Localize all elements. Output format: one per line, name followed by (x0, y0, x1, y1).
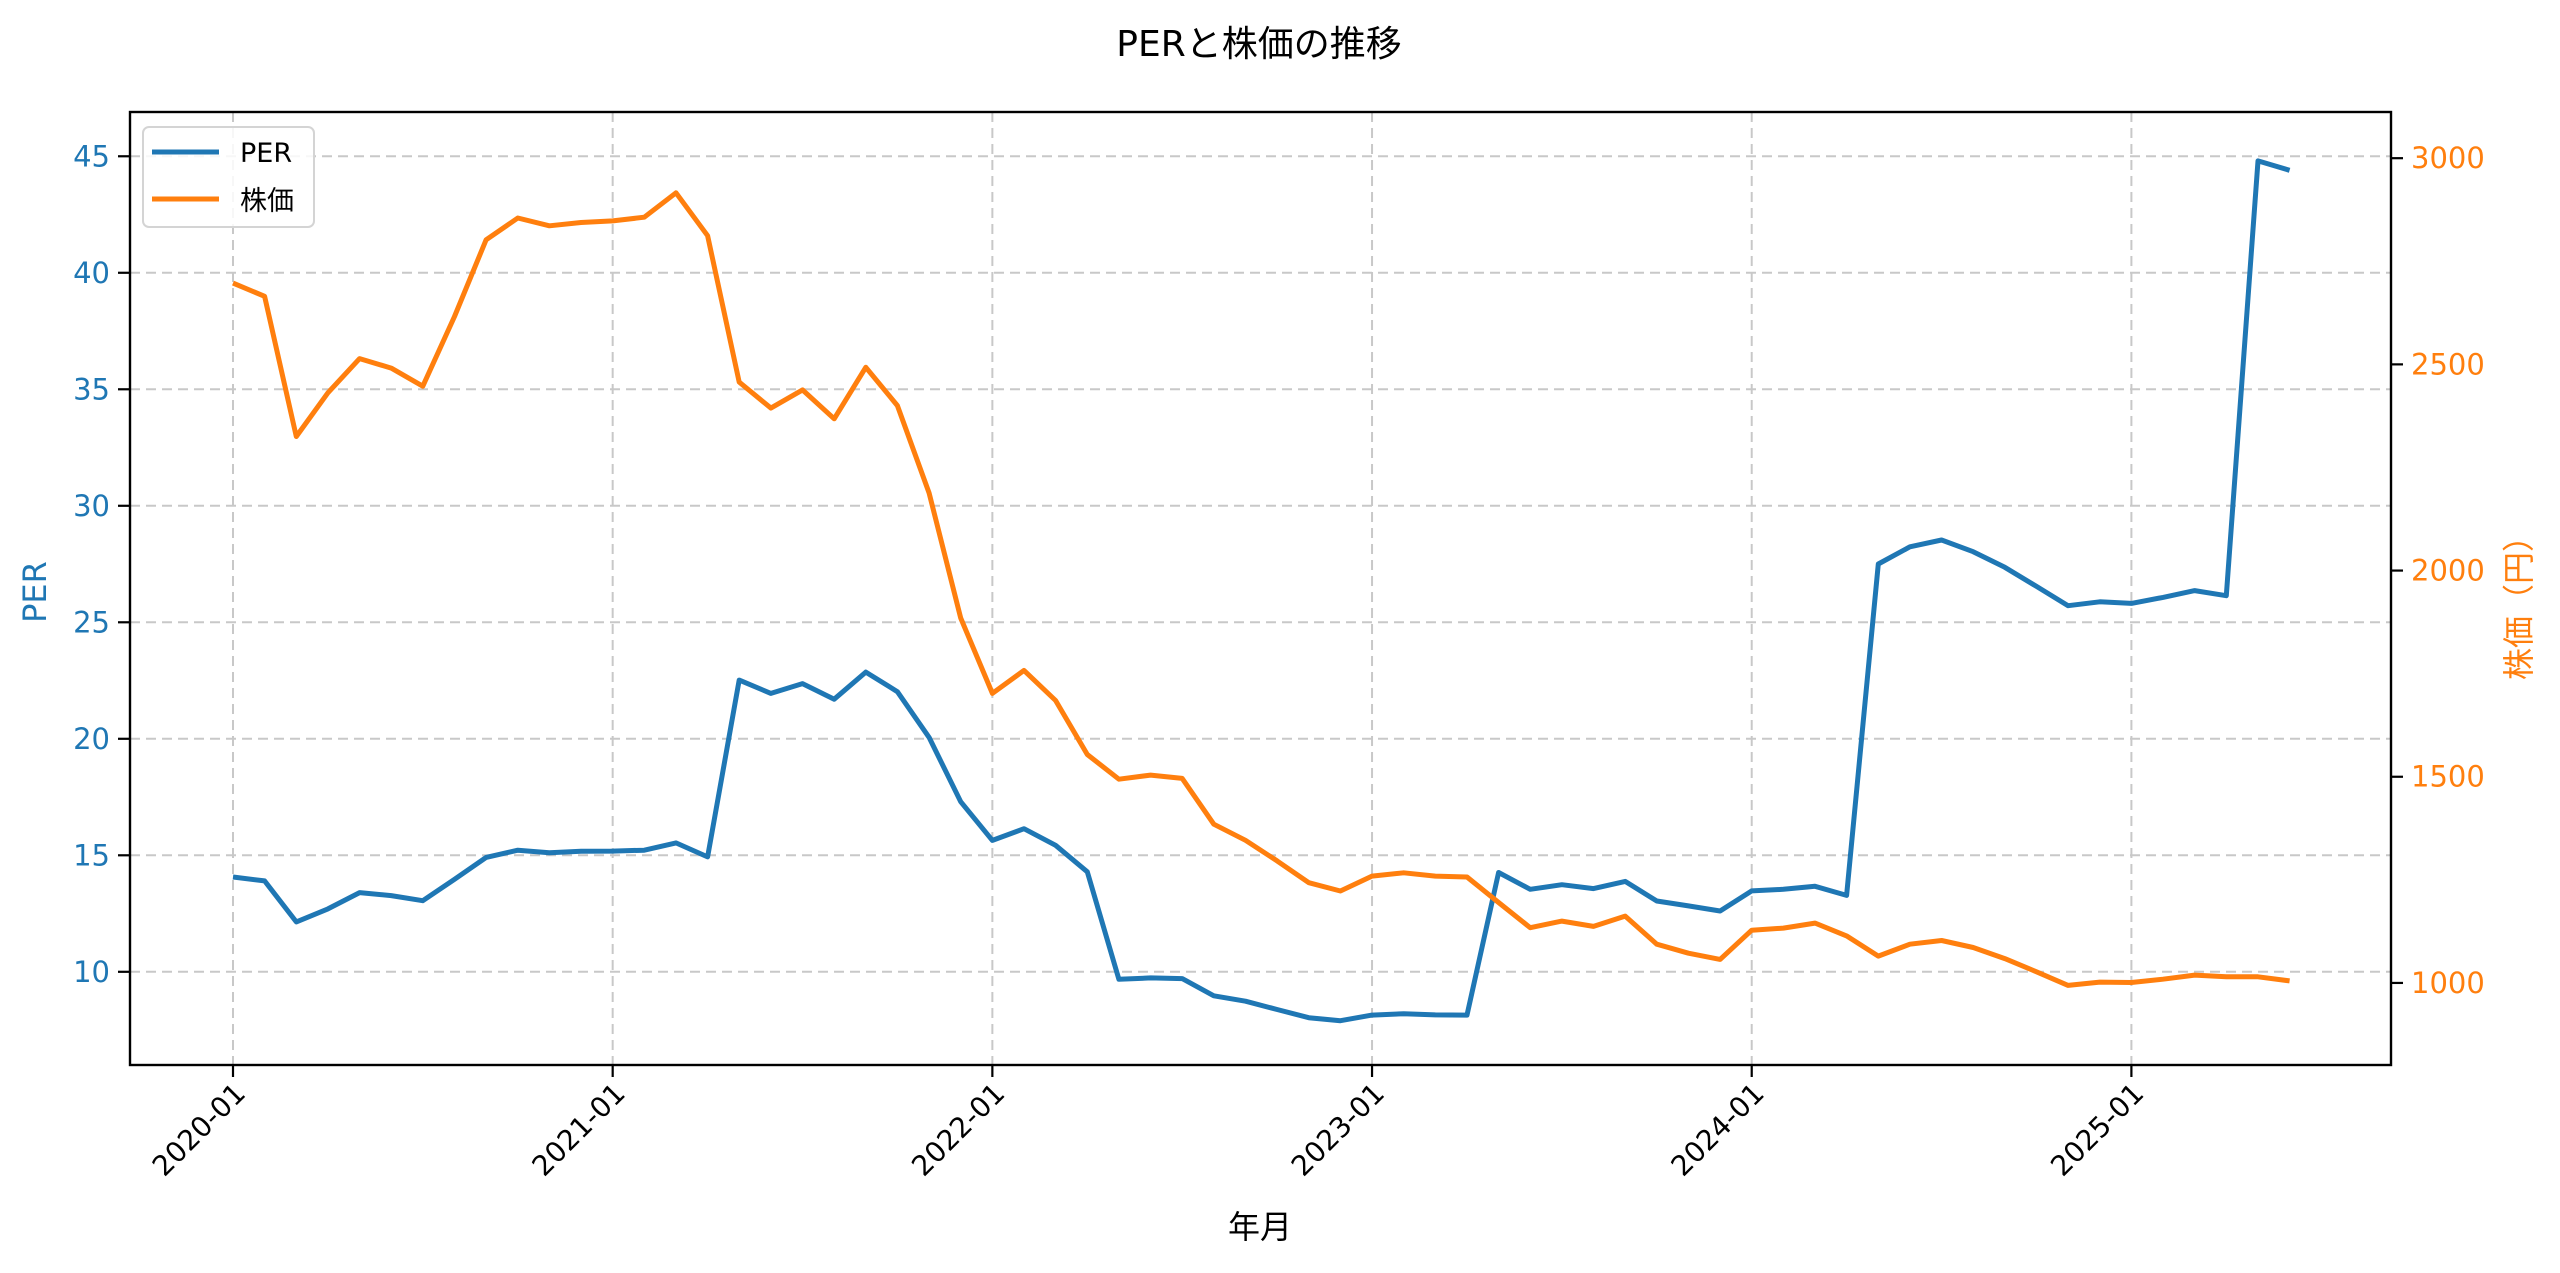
x-tick-label: 2024-01 (1665, 1077, 1771, 1183)
y-tick-label-right: 3000 (2411, 141, 2485, 175)
y-tick-label-right: 1000 (2411, 966, 2485, 1000)
y-axis-label-left: PER (16, 561, 54, 623)
x-tick-label: 2021-01 (526, 1077, 632, 1183)
x-tick-label: 2025-01 (2044, 1077, 2150, 1183)
plot-area-frame (128, 110, 2393, 1067)
y-tick-label-left: 30 (73, 489, 110, 523)
right-y-axis-price: 1000 1500 2000 2500 3000 (2391, 141, 2485, 1000)
legend-label-per: PER (240, 138, 292, 169)
x-tick-label: 2022-01 (905, 1077, 1011, 1183)
chart-title: PERと株価の推移 (1116, 24, 1401, 65)
y-tick-label-right: 1500 (2411, 760, 2485, 794)
y-tick-label-left: 10 (73, 955, 110, 989)
y-tick-label-left: 20 (73, 722, 110, 756)
x-tick-label: 2023-01 (1285, 1077, 1391, 1183)
y-tick-label-left: 15 (73, 838, 110, 872)
x-axis-label: 年月 (1228, 1208, 1292, 1246)
per-line (232, 158, 2291, 1024)
y-tick-label-left: 40 (73, 256, 110, 290)
y-tick-label-left: 35 (73, 372, 110, 406)
x-tick-label: 2020-01 (146, 1077, 252, 1183)
y-axis-label-right: 株価（円） (2500, 520, 2538, 680)
legend-label-price: 株価 (240, 186, 294, 217)
y-tick-label-right: 2000 (2411, 554, 2485, 588)
left-y-axis-per: 10 15 20 25 30 35 40 45 (73, 139, 130, 989)
legend: PER 株価 (142, 126, 315, 228)
price-line (232, 190, 2290, 988)
y-tick-label-left: 25 (73, 605, 110, 639)
y-tick-label-right: 2500 (2411, 347, 2485, 381)
grid-lines (130, 112, 2391, 1065)
series-lines (232, 158, 2291, 1024)
y-tick-label-left: 45 (73, 139, 110, 173)
x-axis-dates: 2020-01 2021-01 2022-01 2023-01 2024-01 2025-… (146, 1065, 2150, 1183)
